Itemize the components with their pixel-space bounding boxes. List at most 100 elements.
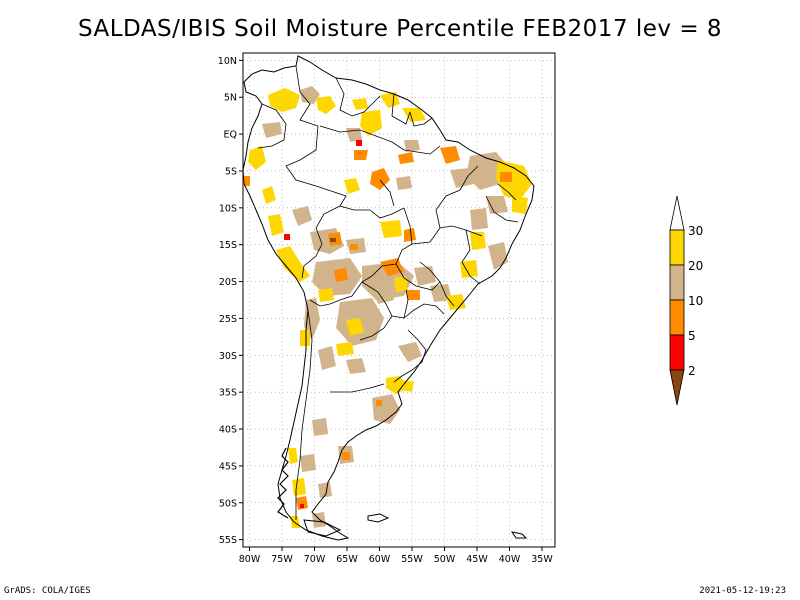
lat-tick-label: 35S bbox=[219, 388, 237, 399]
lon-tick-label: 75W bbox=[271, 554, 293, 565]
shade-patch bbox=[406, 290, 420, 300]
shade-patch bbox=[470, 208, 488, 230]
border-line bbox=[461, 229, 481, 285]
shade-patch bbox=[370, 168, 390, 190]
shade-patch bbox=[316, 96, 336, 114]
border-line bbox=[330, 383, 385, 393]
lat-tick-label: 55S bbox=[219, 535, 237, 546]
shade-patch bbox=[354, 150, 368, 160]
border-line bbox=[393, 329, 427, 383]
lat-tick-label: 45S bbox=[219, 461, 237, 472]
shade-patch bbox=[346, 318, 364, 336]
border-line bbox=[485, 195, 519, 223]
footer-timestamp: 2021-05-12-19:23 bbox=[699, 586, 786, 596]
shade-patch bbox=[288, 448, 298, 464]
shade-patch bbox=[318, 346, 336, 370]
lat-tick-label: 10S bbox=[219, 203, 237, 214]
shade-patch bbox=[268, 214, 284, 236]
footer-credit: GrADS: COLA/IGES bbox=[4, 586, 91, 596]
shade-patch bbox=[312, 418, 328, 436]
shade-patch bbox=[276, 246, 310, 282]
shade-patch bbox=[440, 146, 460, 164]
border-line bbox=[403, 145, 441, 155]
border-line bbox=[409, 111, 433, 127]
legend-swatch-2-5 bbox=[669, 334, 685, 371]
shade-patch bbox=[290, 516, 300, 528]
shade-patch bbox=[360, 110, 382, 136]
tierra-del-fuego-outline bbox=[303, 519, 342, 537]
border-line bbox=[497, 183, 517, 201]
coastline-layer bbox=[243, 55, 535, 541]
lon-tick-label: 70W bbox=[304, 554, 326, 565]
shade-patch bbox=[318, 288, 334, 302]
border-line bbox=[335, 77, 381, 117]
lon-tick-label: 55W bbox=[401, 554, 423, 565]
shade-patch bbox=[292, 478, 306, 496]
latitude-labels: 10N 5N EQ 5S 10S 15S 20S 25S 30S 35S 40S 45S 50S 55S bbox=[218, 56, 243, 546]
legend-swatch-5-10 bbox=[669, 299, 685, 336]
lat-tick-label: EQ bbox=[224, 130, 237, 141]
legend-swatch-below-2 bbox=[669, 369, 685, 406]
lat-tick-label: 15S bbox=[219, 240, 237, 251]
shade-patch bbox=[292, 206, 312, 226]
plot-frame bbox=[242, 52, 556, 548]
colorbar-legend: 30 20 10 5 2 bbox=[669, 195, 703, 406]
shade-patch bbox=[300, 504, 304, 508]
shade-patch bbox=[372, 286, 394, 304]
shade-patch bbox=[336, 342, 354, 356]
border-line bbox=[435, 165, 479, 229]
shade-patch bbox=[346, 128, 362, 142]
shade-patch bbox=[296, 496, 308, 510]
border-line bbox=[295, 309, 313, 520]
shade-patch bbox=[346, 358, 366, 374]
border-line bbox=[379, 179, 395, 207]
lat-tick-label: 50S bbox=[219, 498, 237, 509]
border-line bbox=[285, 65, 319, 167]
chart-title: SALDAS/IBIS Soil Moisture Percentile FEB… bbox=[77, 16, 723, 42]
border-line bbox=[361, 207, 413, 283]
shade-patch bbox=[342, 452, 350, 460]
shade-patch bbox=[396, 176, 412, 190]
lat-tick-label: 5S bbox=[225, 166, 237, 177]
shade-patch bbox=[404, 140, 420, 152]
shade-patch bbox=[248, 146, 266, 170]
shade-patch bbox=[268, 88, 300, 112]
shade-patch bbox=[402, 380, 414, 392]
shade-patch bbox=[352, 98, 368, 110]
island-outline bbox=[510, 531, 528, 539]
shade-patch bbox=[470, 232, 486, 250]
falklands-outline bbox=[367, 513, 390, 523]
legend-swatch-20-30 bbox=[669, 229, 685, 266]
shade-patch bbox=[394, 276, 408, 292]
legend-label-5: 5 bbox=[688, 329, 696, 343]
lon-tick-label: 50W bbox=[434, 554, 456, 565]
shade-patch bbox=[350, 244, 358, 250]
lat-tick-label: 40S bbox=[219, 425, 237, 436]
longitude-labels: 80W 75W 70W 65W 60W 55W 50W 45W 40W 35W bbox=[239, 547, 553, 565]
lat-tick-label: 30S bbox=[219, 351, 237, 362]
shade-patch bbox=[318, 482, 332, 498]
legend-label-2: 2 bbox=[688, 364, 696, 378]
shade-patch bbox=[512, 196, 528, 214]
shade-patch bbox=[330, 238, 336, 242]
shade-patch bbox=[243, 176, 250, 186]
border-line bbox=[391, 93, 411, 125]
country-borders bbox=[257, 65, 519, 520]
border-line bbox=[301, 205, 341, 279]
shade-patch bbox=[344, 178, 360, 194]
border-line bbox=[391, 289, 409, 319]
south-america-coastline bbox=[243, 55, 535, 541]
legend-label-30: 30 bbox=[688, 224, 703, 238]
shade-patch bbox=[398, 342, 422, 362]
lon-tick-label: 80W bbox=[239, 554, 261, 565]
shade-patch bbox=[300, 330, 310, 346]
shade-patch bbox=[380, 220, 402, 238]
shade-patch bbox=[446, 294, 466, 310]
shade-patch bbox=[404, 228, 416, 242]
lat-tick-label: 5N bbox=[224, 93, 237, 104]
legend-label-10: 10 bbox=[688, 294, 703, 308]
border-line bbox=[257, 103, 287, 149]
chile-fjord-coast bbox=[277, 447, 289, 519]
shade-patch bbox=[262, 186, 276, 204]
lon-tick-label: 35W bbox=[531, 554, 553, 565]
